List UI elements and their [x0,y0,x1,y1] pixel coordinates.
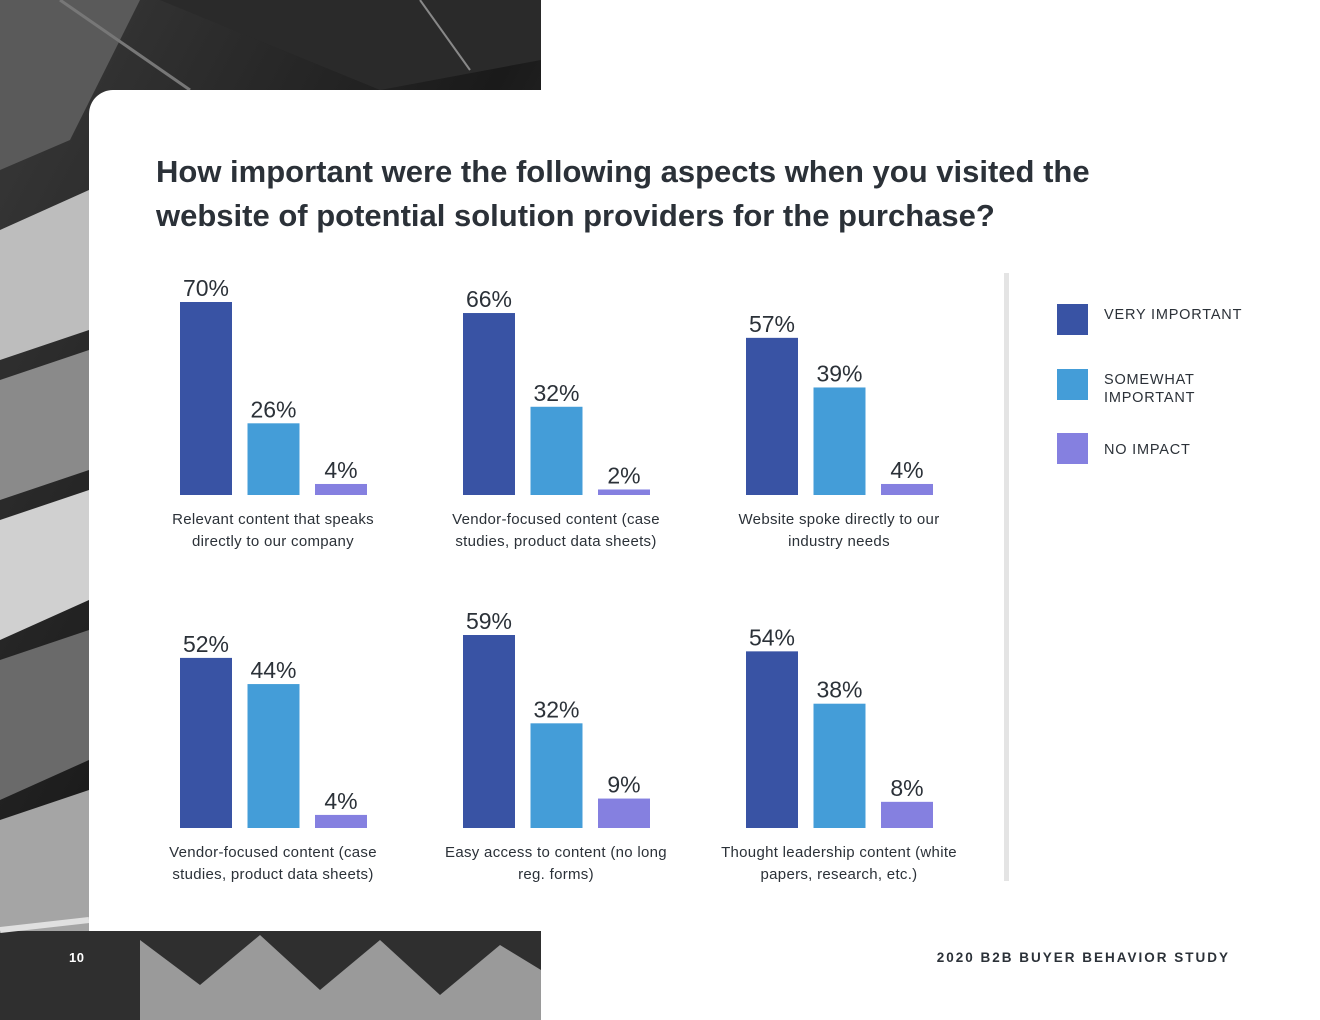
chart-label-2: Vendor-focused content (case studies, pr… [452,511,660,550]
legend-swatch-no-impact [1057,433,1088,464]
data-label-chart3-no-impact: 4% [890,457,923,483]
bar-chart5-somewhat-important [530,723,583,828]
footer-title: 2020 B2B BUYER BEHAVIOR STUDY [936,950,1230,965]
bar-chart5-very-important [463,635,515,828]
data-label-chart4-no-impact: 4% [324,788,357,814]
legend-item-no-impact: NO IMPACT [1057,433,1257,473]
data-label-chart5-no-impact: 9% [607,772,640,798]
data-label-chart4-very-important: 52% [183,631,229,657]
bar-chart6-no-impact [881,801,933,828]
data-label-chart6-no-impact: 8% [890,775,923,801]
bar-chart2-somewhat-important [530,406,583,495]
chart-label-3: Website spoke directly to our industry n… [738,511,940,550]
bar-chart6-somewhat-important [813,703,866,828]
data-label-chart2-very-important: 66% [466,286,512,312]
data-label-chart5-very-important: 59% [466,608,512,634]
chart-label-4: Vendor-focused content (case studies, pr… [169,844,377,883]
bar-chart3-somewhat-important [813,387,866,495]
legend-label-very-important: VERY IMPORTANT [1104,307,1243,323]
bar-chart4-no-impact [315,814,367,828]
data-label-chart4-somewhat-important: 44% [250,657,296,683]
bar-chart1-very-important [180,302,232,495]
data-label-chart1-very-important: 70% [183,275,229,301]
legend-item-somewhat-important: SOMEWHAT IMPORTANT [1057,369,1257,409]
data-label-chart2-somewhat-important: 32% [533,380,579,406]
chart-label-6: Thought leadership content (white papers… [721,844,957,883]
chart-label-1: Relevant content that speaks directly to… [172,511,374,550]
data-label-chart3-very-important: 57% [749,311,795,337]
data-label-chart2-no-impact: 2% [607,462,640,488]
legend-label-somewhat-important: SOMEWHAT IMPORTANT [1104,372,1196,406]
bar-chart5-no-impact [598,798,650,828]
legend-swatch-somewhat-important [1057,369,1088,400]
data-label-chart1-no-impact: 4% [324,457,357,483]
chart-label-5: Easy access to content (no long reg. for… [445,844,667,883]
bar-chart4-somewhat-important [247,684,300,828]
bar-chart3-no-impact [881,483,933,495]
bar-chart2-very-important [463,313,515,495]
legend-label-no-impact: NO IMPACT [1104,442,1191,458]
legend-divider [1004,273,1009,881]
data-label-chart6-very-important: 54% [749,624,795,650]
data-label-chart3-somewhat-important: 39% [816,360,862,386]
bar-chart3-very-important [746,337,798,495]
charts-area: 70% 26% 4% 66% 32% 2% 57% 39% 4% 52% 44% 4% 59% 32% 9%… [180,275,933,828]
legend-swatch-very-important [1057,304,1088,335]
bar-chart6-very-important [746,651,798,828]
data-label-chart1-somewhat-important: 26% [250,396,296,422]
page-title: How important were the following aspects… [156,154,1090,233]
bar-chart2-no-impact [598,489,650,495]
bar-chart4-very-important [180,657,232,828]
legend-item-very-important: VERY IMPORTANT [1057,304,1257,344]
data-label-chart6-somewhat-important: 38% [816,677,862,703]
data-label-chart5-somewhat-important: 32% [533,696,579,722]
bar-chart1-no-impact [315,483,367,495]
page-number: 10 [69,950,85,965]
bar-chart1-somewhat-important [247,423,300,495]
